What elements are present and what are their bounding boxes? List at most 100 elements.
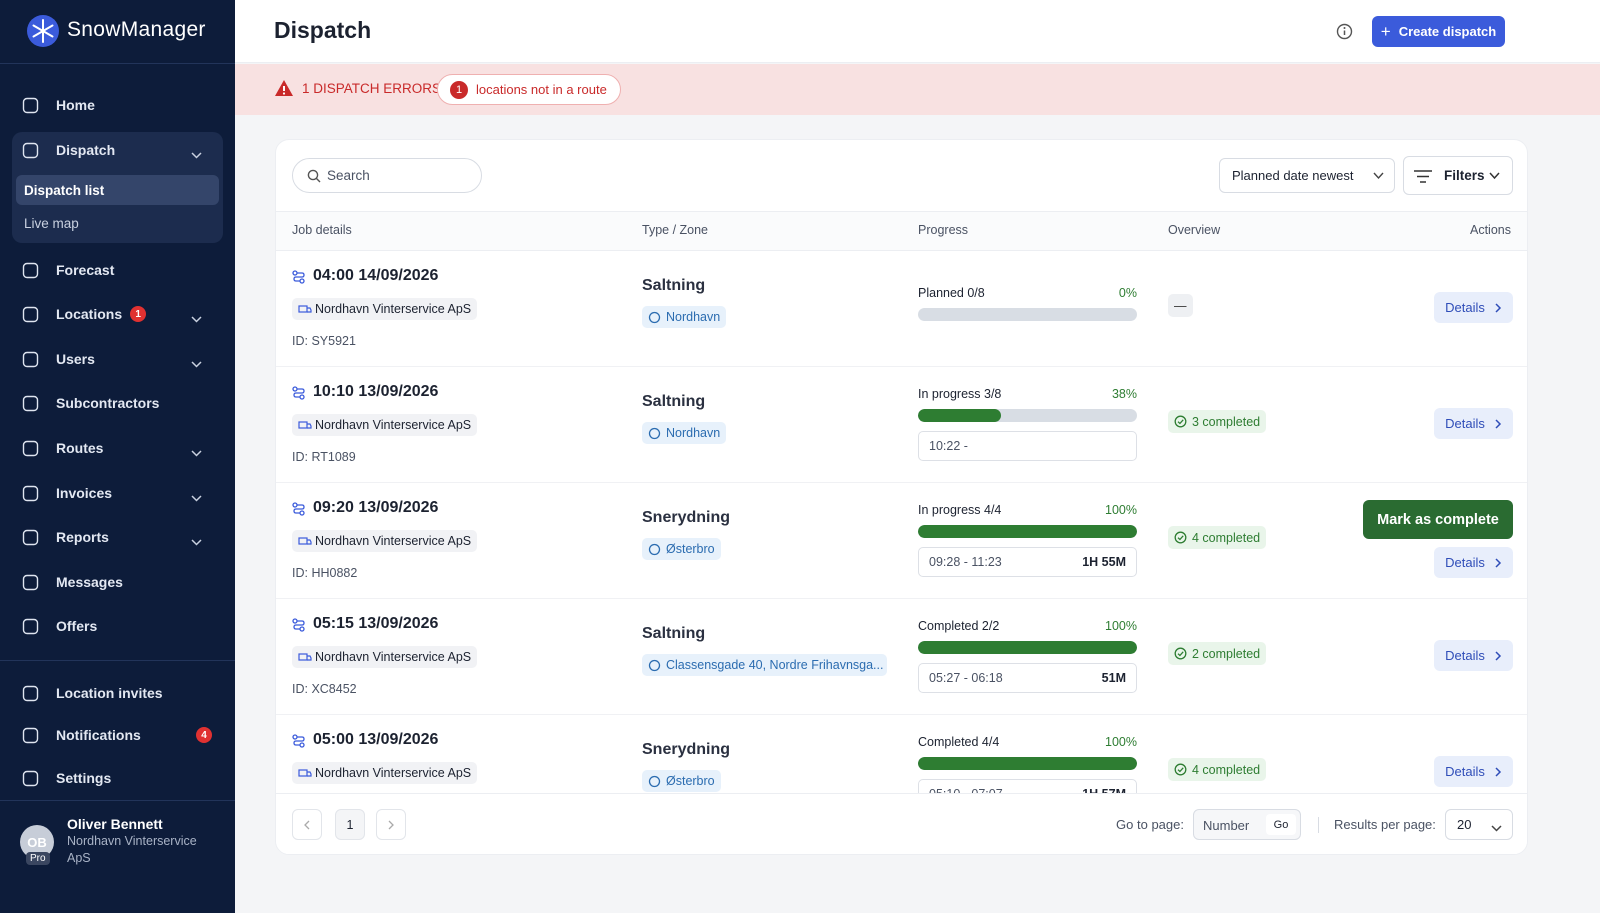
user-company: Nordhavn Vinterservice ApS xyxy=(67,834,197,865)
progress-track xyxy=(918,641,1137,654)
nav-icon-glyph xyxy=(22,618,39,634)
details-button[interactable]: Details xyxy=(1434,756,1513,787)
prev-button[interactable] xyxy=(292,809,322,840)
plus-icon: + xyxy=(1380,21,1391,41)
route-icon-glyph xyxy=(292,502,305,516)
nav-icon xyxy=(22,529,49,546)
nav-item[interactable]: Notifications 4 xyxy=(22,720,212,750)
search-input[interactable]: Search xyxy=(292,158,482,193)
nav-item[interactable]: Messages xyxy=(22,567,212,597)
nav-label: Invoices xyxy=(56,485,113,501)
nav-item[interactable]: Settings xyxy=(22,763,212,793)
company-name: Nordhavn Vinterservice ApS xyxy=(315,766,472,780)
page-button[interactable]: 1 xyxy=(335,809,365,840)
route-icon-glyph xyxy=(292,270,305,284)
nav-item[interactable]: Forecast xyxy=(22,255,212,285)
company-chip: Nordhavn Vinterservice ApS xyxy=(292,646,478,668)
job-datetime: 04:00 14/09/2026 xyxy=(313,267,439,284)
goto-label: Go to page: xyxy=(1116,817,1184,832)
route-icon-glyph xyxy=(292,618,305,632)
zone-icon xyxy=(648,311,661,324)
progress-status: In progress 4/4 xyxy=(918,503,1002,517)
next-button[interactable] xyxy=(376,809,406,840)
sort-label: Planned date newest xyxy=(1232,168,1354,183)
nav-item[interactable]: Offers xyxy=(22,611,212,641)
zone-chip: Classensgade 40, Nordre Frihavnsga... xyxy=(642,654,887,676)
check-icon-glyph xyxy=(1174,763,1187,776)
nav-item[interactable]: Invoices xyxy=(22,478,212,508)
dispatch-row: 10:10 13/09/2026 Nordhavn Vinterservice A… xyxy=(276,367,1527,483)
nav-icon-glyph xyxy=(22,485,39,501)
complete-button[interactable]: Mark as complete xyxy=(1363,500,1513,539)
truck-icon-glyph xyxy=(298,305,312,313)
nav-item[interactable]: Home xyxy=(22,90,212,120)
alert-chip[interactable]: 1 locations not in a route xyxy=(437,74,621,105)
progress-fill xyxy=(918,525,1137,538)
truck-icon xyxy=(298,767,312,779)
job-type: Saltning xyxy=(642,393,706,410)
per-page-value: 20 xyxy=(1457,817,1472,832)
nav-item[interactable]: Reports xyxy=(22,522,212,552)
chevron xyxy=(1489,172,1500,180)
truck-icon-glyph xyxy=(298,421,312,429)
progress-status: In progress 3/8 xyxy=(918,387,1002,401)
time-box: 05:10 - 07:07 1H 57M xyxy=(918,779,1137,793)
chevron-left xyxy=(303,820,311,830)
zone-icon-glyph xyxy=(648,427,661,439)
nav-item[interactable]: Users xyxy=(22,344,212,374)
nav-icon-glyph xyxy=(22,574,39,590)
goto-input[interactable]: Number Go xyxy=(1193,809,1301,840)
chevron-right xyxy=(1495,418,1502,429)
duration: 1H 57M xyxy=(1082,787,1126,793)
nav-subitem[interactable]: Dispatch list xyxy=(16,175,219,205)
go-button[interactable]: Go xyxy=(1266,814,1296,835)
zone-icon xyxy=(648,543,661,556)
zone-name: Classensgade 40, Nordre Frihavnsga... xyxy=(666,658,884,672)
nav-item[interactable]: Location invites xyxy=(22,678,212,708)
chevron xyxy=(191,533,212,549)
details-button[interactable]: Details xyxy=(1434,292,1513,323)
chevron xyxy=(1491,820,1502,835)
details-label: Details xyxy=(1445,648,1485,663)
company-chip: Nordhavn Vinterservice ApS xyxy=(292,762,478,784)
nav-item[interactable]: Dispatch xyxy=(22,135,212,165)
details-label: Details xyxy=(1445,300,1485,315)
details-button[interactable]: Details xyxy=(1434,547,1513,578)
search-placeholder: Search xyxy=(327,168,370,183)
info-icon[interactable] xyxy=(1336,23,1353,40)
check-icon-glyph xyxy=(1174,415,1187,428)
nav-label: Location invites xyxy=(56,685,163,701)
job-datetime: 05:00 13/09/2026 xyxy=(313,731,439,748)
nav-icon-glyph xyxy=(22,306,39,322)
nav-icon-glyph xyxy=(22,770,39,786)
details-button[interactable]: Details xyxy=(1434,408,1513,439)
duration: 51M xyxy=(1101,671,1126,685)
company-chip: Nordhavn Vinterservice ApS xyxy=(292,414,478,436)
zone-name: Østerbro xyxy=(666,774,715,788)
nav-label: Notifications xyxy=(56,727,141,743)
check-icon-glyph xyxy=(1174,647,1187,660)
plan-badge: Pro xyxy=(26,852,50,865)
nav-item[interactable]: Subcontractors xyxy=(22,388,212,418)
chevron-right-glyph xyxy=(388,820,394,829)
overview-text: 2 completed xyxy=(1192,646,1261,661)
nav-subitem[interactable]: Live map xyxy=(24,215,79,231)
nav-item[interactable]: Routes xyxy=(22,433,212,463)
nav-label: Messages xyxy=(56,574,123,590)
per-page-select[interactable]: 20 xyxy=(1445,809,1513,840)
filters-button[interactable]: Filters xyxy=(1403,156,1513,195)
details-button[interactable]: Details xyxy=(1434,640,1513,671)
job-type: Snerydning xyxy=(642,509,731,526)
nav-icon xyxy=(22,262,49,279)
details-label: Details xyxy=(1445,555,1485,570)
time-box: 10:22 - xyxy=(918,431,1137,461)
nav-item[interactable]: Locations 1 xyxy=(22,299,212,329)
create-button[interactable]: + Create dispatch xyxy=(1372,16,1505,47)
nav-badge: 1 xyxy=(130,306,147,322)
zone-icon-glyph xyxy=(648,775,661,787)
nav-icon xyxy=(22,142,49,159)
nav-label: Offers xyxy=(56,618,98,634)
zone-icon-glyph xyxy=(648,543,661,555)
sort-select[interactable]: Planned date newest xyxy=(1219,158,1395,193)
